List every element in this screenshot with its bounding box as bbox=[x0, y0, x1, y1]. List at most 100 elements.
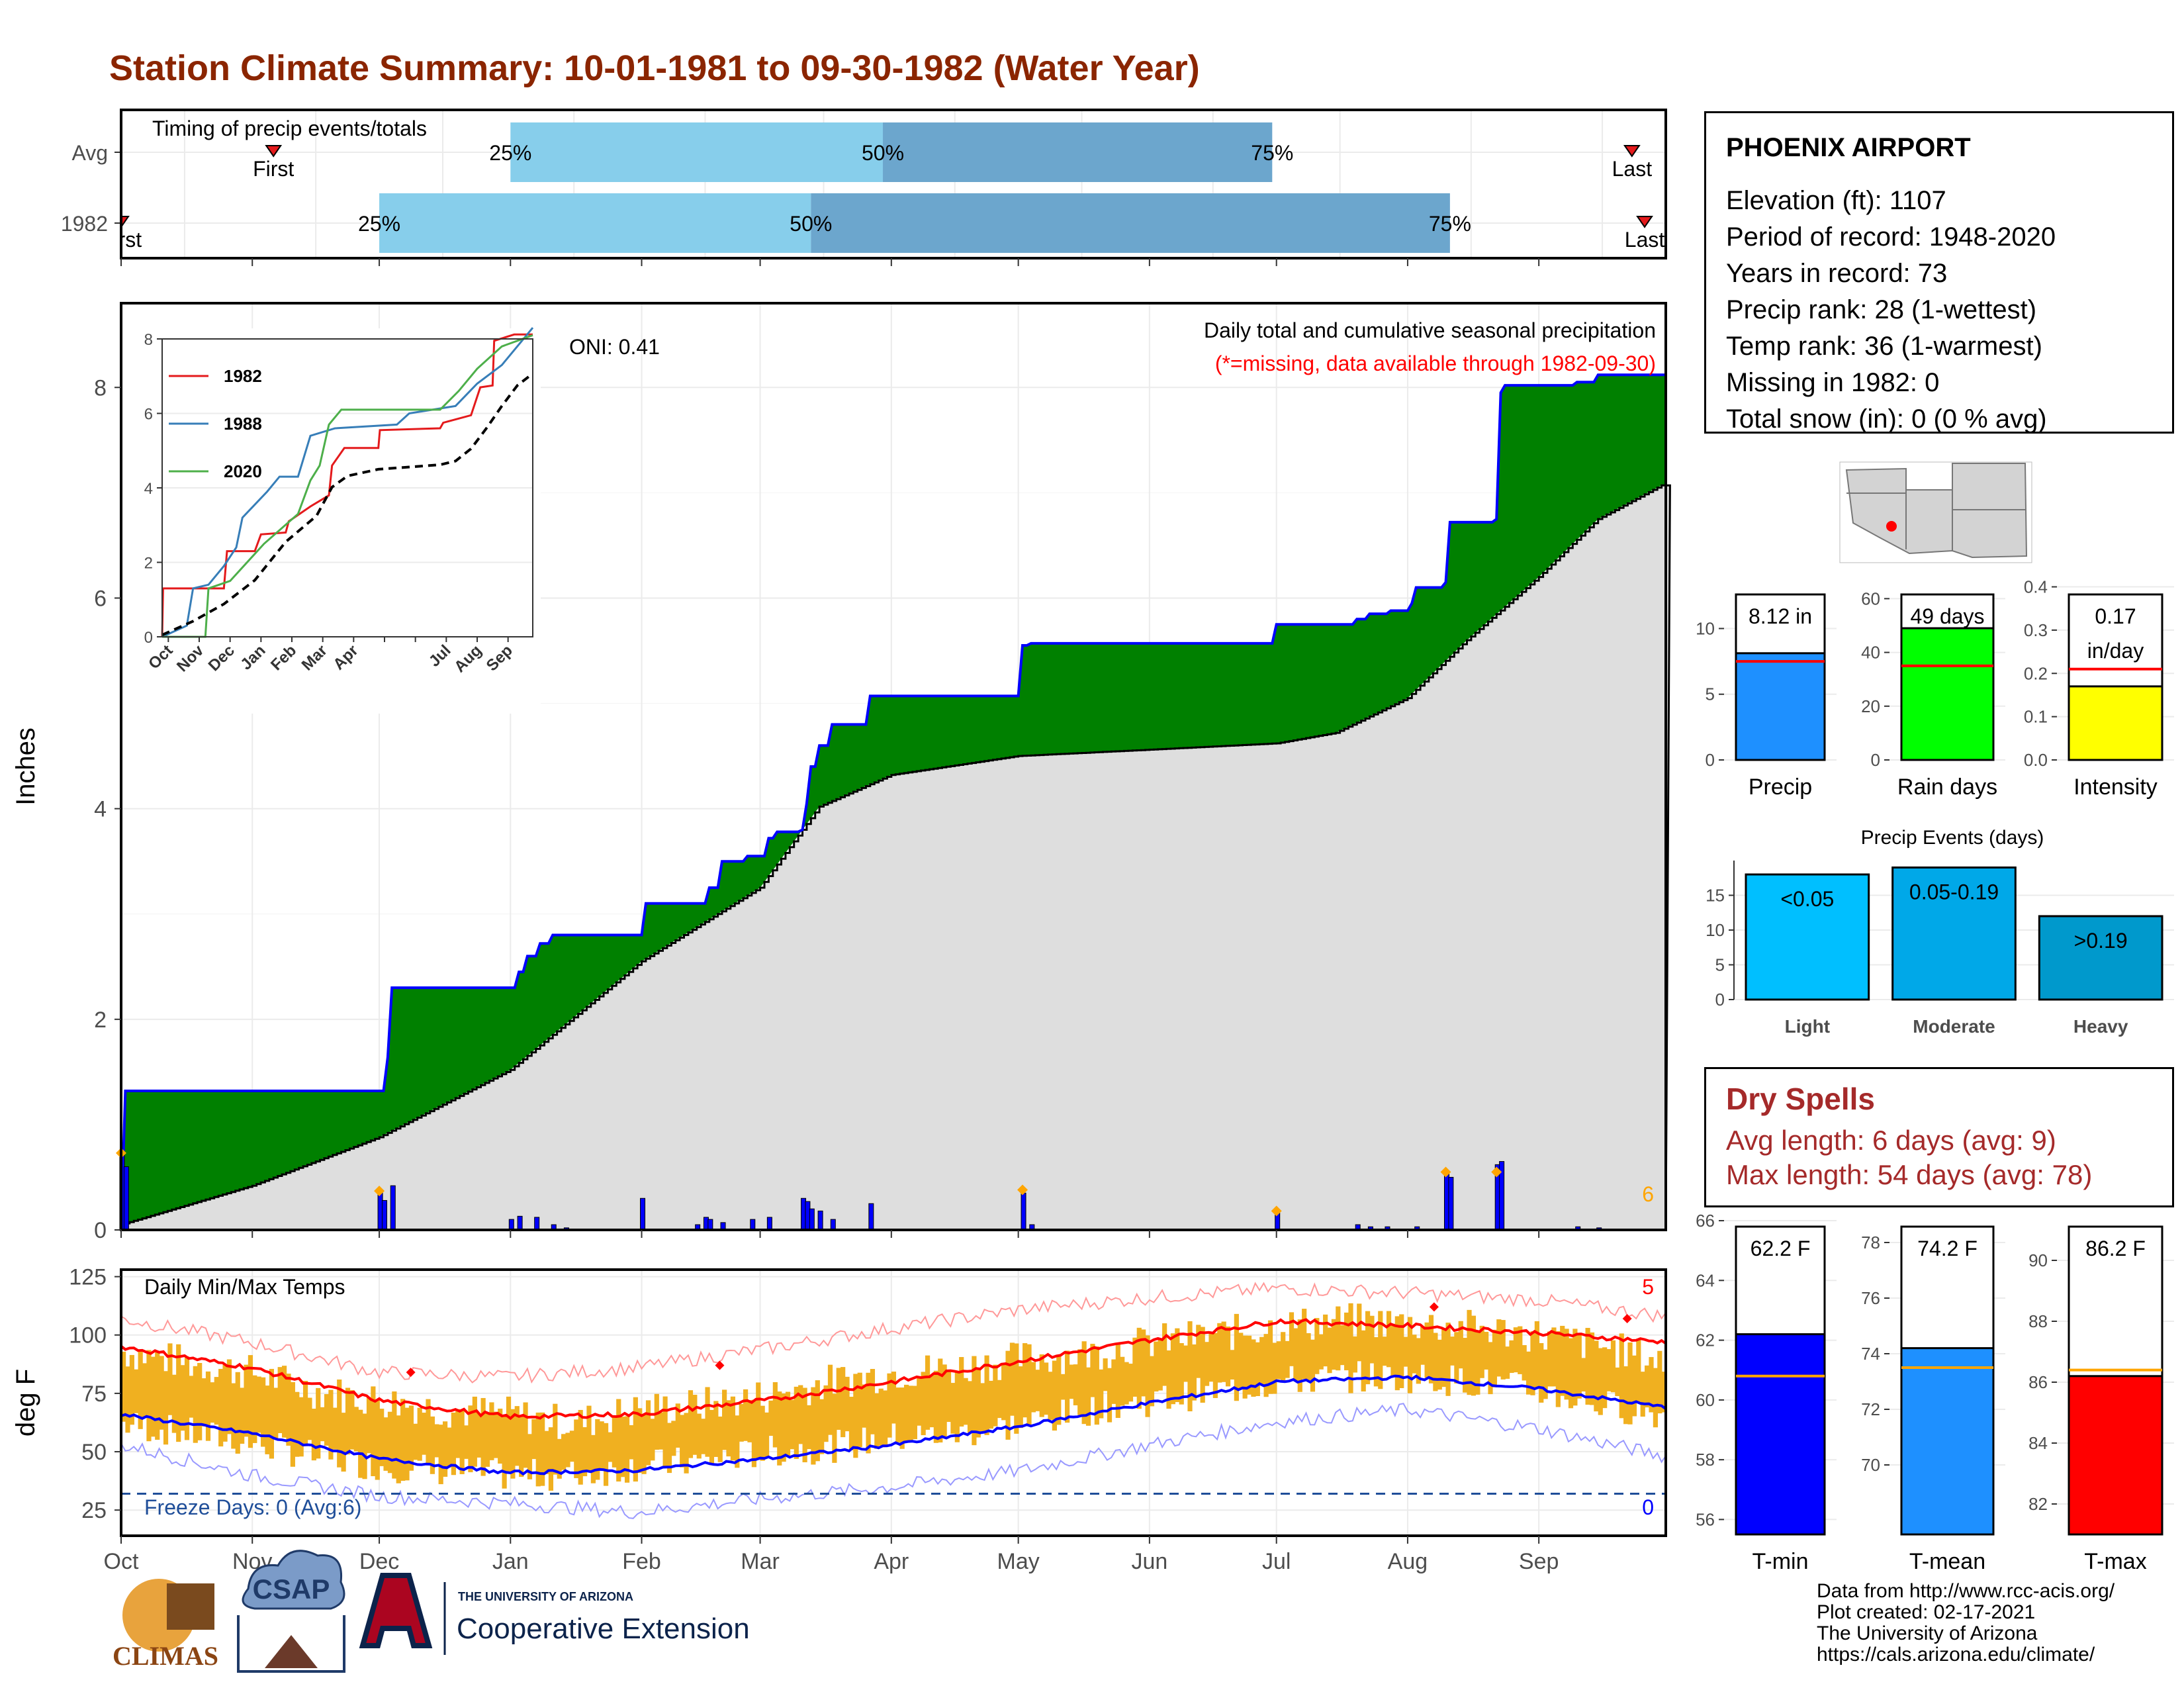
daily-temp-bar bbox=[261, 1377, 266, 1447]
daily-temp-bar bbox=[802, 1387, 807, 1463]
small-y-tick: 60 bbox=[1861, 588, 1880, 608]
daily-temp-bar bbox=[950, 1383, 956, 1434]
daily-temp-bar bbox=[447, 1427, 452, 1468]
daily-temp-bar bbox=[134, 1369, 139, 1413]
daily-temp-bar bbox=[666, 1423, 672, 1474]
daily-temp-bar bbox=[1551, 1327, 1557, 1387]
daily-temp-bar bbox=[138, 1351, 143, 1429]
small-y-tick: 64 bbox=[1696, 1270, 1715, 1290]
daily-temp-bar bbox=[1458, 1321, 1463, 1369]
daily-bar bbox=[381, 1199, 387, 1231]
daily-bar bbox=[830, 1219, 836, 1231]
daily-temp-bar bbox=[1589, 1332, 1595, 1405]
daily-temp-bar bbox=[1428, 1315, 1434, 1383]
x-tick-label: Feb bbox=[622, 1549, 661, 1574]
small-y-tick: 56 bbox=[1696, 1509, 1715, 1529]
daily-temp-bar bbox=[1539, 1342, 1544, 1403]
tmax-bar-xlabel: T-max bbox=[2084, 1549, 2146, 1574]
daily-temp-bar bbox=[599, 1421, 604, 1471]
max-event-marker bbox=[1440, 1166, 1451, 1178]
daily-temp-bar bbox=[1433, 1333, 1438, 1391]
daily-temp-bar bbox=[1445, 1323, 1451, 1396]
daily-bar bbox=[534, 1217, 540, 1231]
precip-panel: 6 ONI: 0.41 Daily total and cumulative sea… bbox=[11, 302, 1671, 1243]
raindays-bar-value bbox=[1900, 627, 1995, 761]
timing-label: Timing of precip events/totals bbox=[152, 117, 427, 140]
daily-temp-bar bbox=[1424, 1322, 1430, 1378]
daily-temp-bar bbox=[726, 1400, 731, 1457]
daily-temp-bar bbox=[798, 1385, 803, 1444]
daily-temp-bar bbox=[210, 1382, 215, 1423]
daily-temp-bar bbox=[895, 1387, 901, 1442]
station-line: Period of record: 1948-2020 bbox=[1726, 222, 2056, 252]
daily-temp-bar bbox=[163, 1371, 169, 1445]
daily-temp-bar bbox=[269, 1368, 275, 1459]
daily-temp-bar bbox=[1357, 1303, 1362, 1362]
small-y-tick: 90 bbox=[2028, 1250, 2048, 1270]
daily-temp-bar bbox=[561, 1434, 567, 1470]
y-tick-label: 75 bbox=[81, 1382, 107, 1407]
daily-temp-bar bbox=[1289, 1312, 1295, 1366]
x-tick-label: Mar bbox=[741, 1549, 780, 1574]
locator-map bbox=[1839, 461, 2032, 563]
small-y-tick: 0.0 bbox=[2024, 750, 2048, 770]
max-event-marker bbox=[1271, 1205, 1282, 1217]
temp-panel: Daily Min/Max Temps Freeze Days: 0 (Avg:6… bbox=[11, 1265, 1667, 1574]
daily-temp-bar bbox=[1373, 1336, 1379, 1387]
daily-temp-bar bbox=[768, 1400, 774, 1436]
daily-temp-bar bbox=[1044, 1362, 1049, 1415]
daily-temp-bar bbox=[1255, 1342, 1260, 1397]
timing-pct-label: 50% bbox=[862, 141, 904, 165]
daily-temp-bar bbox=[142, 1363, 148, 1418]
daily-bar bbox=[517, 1215, 523, 1231]
inset-y-tick: 8 bbox=[144, 331, 153, 349]
ua-logo bbox=[359, 1573, 433, 1648]
daily-bar bbox=[1448, 1176, 1454, 1231]
daily-temp-bar bbox=[400, 1399, 406, 1481]
daily-temp-bar bbox=[1560, 1325, 1565, 1396]
daily-temp-bar bbox=[540, 1412, 545, 1486]
daily-temp-bar bbox=[244, 1364, 249, 1437]
tmean-bar-value-label: 74.2 F bbox=[1917, 1237, 1978, 1260]
daily-temp-bar bbox=[1208, 1333, 1214, 1382]
event-bar bbox=[1891, 867, 2017, 1001]
daily-temp-bar bbox=[967, 1381, 973, 1434]
daily-temp-bar bbox=[1518, 1326, 1523, 1374]
daily-temp-bar bbox=[671, 1421, 676, 1456]
daily-temp-bar bbox=[345, 1387, 351, 1455]
daily-temp-bar bbox=[832, 1393, 837, 1463]
daily-temp-bar bbox=[527, 1434, 533, 1479]
daily-temp-bar bbox=[1437, 1339, 1442, 1390]
y-tick-label: 0 bbox=[94, 1218, 107, 1243]
climas-logo bbox=[167, 1583, 214, 1630]
y-tick-label: 50 bbox=[81, 1440, 107, 1465]
timing-panel: 25%50%75%FirstLastAvg25%50%75%FirstLast1… bbox=[42, 109, 1667, 266]
daily-temp-bar bbox=[189, 1376, 194, 1418]
daily-temp-bar bbox=[1115, 1344, 1120, 1419]
daily-temp-bar bbox=[1183, 1345, 1189, 1382]
daily-temp-bar bbox=[1610, 1340, 1616, 1393]
daily-temp-bar bbox=[946, 1370, 952, 1423]
tmax-bar-value bbox=[2068, 1375, 2163, 1536]
daily-temp-bar bbox=[887, 1373, 892, 1438]
daily-bar bbox=[508, 1219, 514, 1231]
dry-spells-line: Max length: 54 days (avg: 78) bbox=[1726, 1159, 2093, 1190]
max-event-marker bbox=[1017, 1184, 1028, 1196]
small-y-tick: 0.3 bbox=[2024, 620, 2048, 640]
temp-label: Daily Min/Max Temps bbox=[144, 1275, 345, 1299]
daily-temp-bar bbox=[641, 1415, 647, 1474]
record-marker bbox=[1429, 1302, 1439, 1312]
record-marker bbox=[715, 1360, 725, 1370]
daily-temp-bar bbox=[1234, 1313, 1239, 1401]
daily-temp-bar bbox=[337, 1379, 342, 1468]
daily-temp-bar bbox=[1077, 1349, 1083, 1415]
inset-y-tick: 2 bbox=[144, 555, 153, 573]
daily-temp-bar bbox=[129, 1354, 134, 1425]
cold-count: 0 bbox=[1642, 1495, 1654, 1519]
daily-temp-bar bbox=[1230, 1350, 1235, 1380]
daily-temp-bar bbox=[484, 1413, 490, 1467]
daily-bar bbox=[640, 1197, 646, 1231]
daily-temp-bar bbox=[912, 1385, 917, 1440]
daily-temp-bar bbox=[608, 1432, 613, 1462]
daily-temp-bar bbox=[1212, 1333, 1218, 1398]
